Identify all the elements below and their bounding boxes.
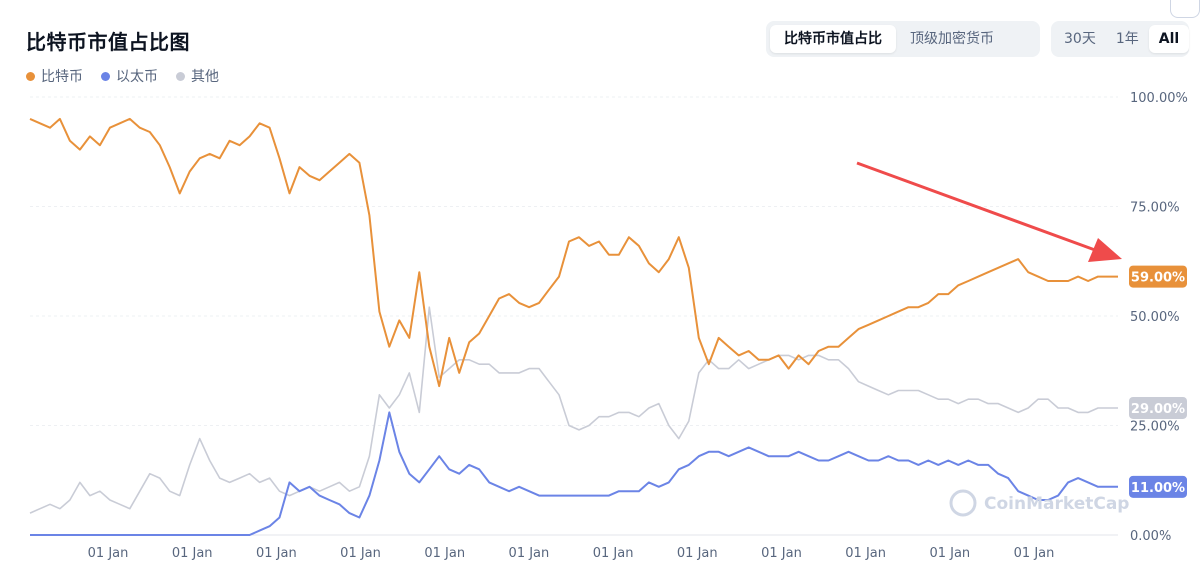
- legend-label-bitcoin: 比特币: [41, 69, 83, 85]
- end-badge-bg: [1129, 396, 1187, 419]
- end-badge-label: 11.00%: [1131, 481, 1185, 496]
- end-badge-bg: [1129, 475, 1187, 498]
- grid-lines: [30, 96, 1118, 536]
- legend-label-others: 其他: [191, 69, 219, 85]
- tab-top-crypto[interactable]: 顶级加密货币: [910, 31, 994, 47]
- range-1y-button[interactable]: 1年: [1115, 31, 1139, 47]
- range-toggle: 30天 1年 All: [1051, 21, 1190, 57]
- legend-item-others[interactable]: 其他: [176, 66, 219, 86]
- end-badge-bitcoin: 59.00%: [1129, 265, 1187, 288]
- y-tick-label: 50.00%: [1130, 310, 1180, 325]
- end-badge-others: 29.00%: [1129, 396, 1187, 419]
- end-badges: 59.00% 11.00% 29.00%: [1129, 265, 1187, 498]
- range-all-button[interactable]: All: [1148, 25, 1190, 53]
- page-title: 比特币市值占比图: [26, 30, 190, 54]
- x-tick-label: 01 Jan: [172, 546, 213, 561]
- x-tick-label: 01 Jan: [340, 546, 381, 561]
- x-axis: 01 Jan 01 Jan 01 Jan 01 Jan 01 Jan 01 Jan 01 J…: [88, 546, 1055, 561]
- legend-dot-others: [176, 71, 185, 81]
- x-tick-label: 01 Jan: [677, 546, 718, 561]
- annotation-arrow: [856, 161, 1122, 262]
- tab-btc-dominance[interactable]: 比特币市值占比: [770, 25, 896, 53]
- x-tick-label: 01 Jan: [761, 546, 802, 561]
- end-badge-bg: [1129, 265, 1187, 288]
- x-tick-label: 01 Jan: [593, 546, 634, 561]
- chart-legend: 比特币 以太币 其他: [26, 66, 219, 86]
- series-line-ethereum: [30, 411, 1118, 536]
- range-30d-button[interactable]: 30天: [1064, 31, 1096, 47]
- end-badge-label: 29.00%: [1131, 402, 1185, 417]
- x-tick-label: 01 Jan: [929, 546, 970, 561]
- x-tick-label: 01 Jan: [845, 546, 886, 561]
- y-tick-label: 75.00%: [1130, 201, 1180, 216]
- legend-dot-ethereum: [101, 71, 110, 81]
- end-badge-ethereum: 11.00%: [1129, 475, 1187, 498]
- y-tick-label: 100.00%: [1130, 91, 1188, 106]
- arrow-head-icon: [1088, 238, 1122, 262]
- series-layer: [29, 117, 1118, 536]
- chart-type-toggle: 比特币市值占比 顶级加密货币: [766, 21, 1040, 57]
- x-tick-label: 01 Jan: [88, 546, 129, 561]
- series-line-bitcoin: [29, 117, 1118, 388]
- y-tick-label: 25.00%: [1130, 420, 1180, 435]
- end-badge-label: 59.00%: [1131, 271, 1185, 286]
- arrow-line: [856, 161, 1096, 252]
- x-tick-label: 01 Jan: [1014, 546, 1055, 561]
- x-tick-label: 01 Jan: [424, 546, 465, 561]
- legend-label-ethereum: 以太币: [116, 69, 158, 85]
- x-tick-label: 01 Jan: [256, 546, 297, 561]
- legend-dot-bitcoin: [26, 71, 35, 81]
- y-axis: 100.00% 75.00% 50.00% 25.00% 0.00%: [1130, 91, 1188, 544]
- legend-item-bitcoin[interactable]: 比特币: [26, 66, 83, 86]
- y-tick-label: 0.00%: [1130, 529, 1171, 544]
- x-tick-label: 01 Jan: [509, 546, 550, 561]
- watermark: CoinMarketCap: [949, 489, 1129, 517]
- legend-item-ethereum[interactable]: 以太币: [101, 66, 158, 86]
- watermark-logo-icon: [949, 489, 977, 517]
- watermark-text: CoinMarketCap: [984, 494, 1129, 514]
- series-line-others: [29, 306, 1118, 514]
